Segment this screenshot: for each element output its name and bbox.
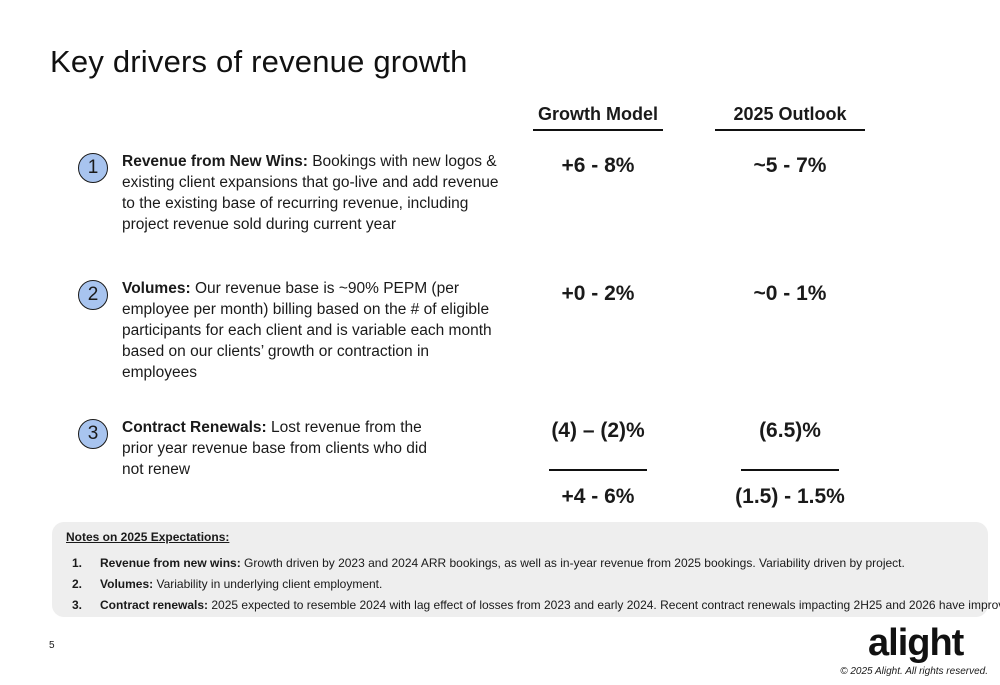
outlook-value: ~0 - 1% [753,282,827,305]
note-label: Volumes: [100,577,154,591]
sum-rule [549,469,647,471]
driver-description: Revenue from New Wins: Bookings with new… [122,151,502,235]
outlook-total: (1.5) - 1.5% [735,485,845,508]
outlook-value: ~5 - 7% [753,154,827,177]
note-number: 2. [72,577,83,591]
growth-model-value: +0 - 2% [561,282,635,305]
growth-model-header: Growth Model [533,104,663,131]
number-badge: 2 [78,280,108,310]
growth-model-value: (4) – (2)% [551,419,645,442]
driver-label: Volumes: [122,280,191,297]
page-number: 5 [49,640,55,651]
note-text: Growth driven by 2023 and 2024 ARR booki… [244,556,905,570]
driver-label: Contract Renewals: [122,419,267,436]
note-number: 3. [72,598,83,612]
note-item: 1. Revenue from new wins: Growth driven b… [72,556,972,570]
note-number: 1. [72,556,83,570]
alight-logo: alight [868,622,964,664]
note-item: 2. Volumes: Variability in underlying cli… [72,577,972,591]
copyright: © 2025 Alight. All rights reserved. [840,666,988,677]
driver-description: Contract Renewals: Lost revenue from the… [122,417,432,480]
note-item: 3. Contract renewals: 2025 expected to re… [72,598,1000,612]
number-badge: 1 [78,153,108,183]
driver-text: Our revenue base is ~90% PEPM (per emplo… [122,280,492,381]
notes-panel: Notes on 2025 Expectations: 1. Revenue fr… [52,522,1000,617]
growth-model-total: +4 - 6% [561,485,635,508]
note-label: Contract renewals: [100,598,209,612]
page-title: Key drivers of revenue growth [50,44,468,79]
driver-label: Revenue from New Wins: [122,153,308,170]
note-text: Variability in underlying client employm… [156,577,383,591]
growth-model-value: +6 - 8% [561,154,635,177]
note-text: 2025 expected to resemble 2024 with lag … [211,598,1000,612]
outlook-header: 2025 Outlook [715,104,865,131]
driver-text: Lost revenue from the prior year revenue… [122,419,427,478]
outlook-value: (6.5)% [759,419,821,442]
note-label: Revenue from new wins: [100,556,241,570]
number-badge: 3 [78,419,108,449]
driver-description: Volumes: Our revenue base is ~90% PEPM (… [122,278,502,383]
notes-title: Notes on 2025 Expectations: [66,530,230,544]
sum-rule [741,469,839,471]
driver-text: Bookings with new logos & existing clien… [122,153,499,233]
